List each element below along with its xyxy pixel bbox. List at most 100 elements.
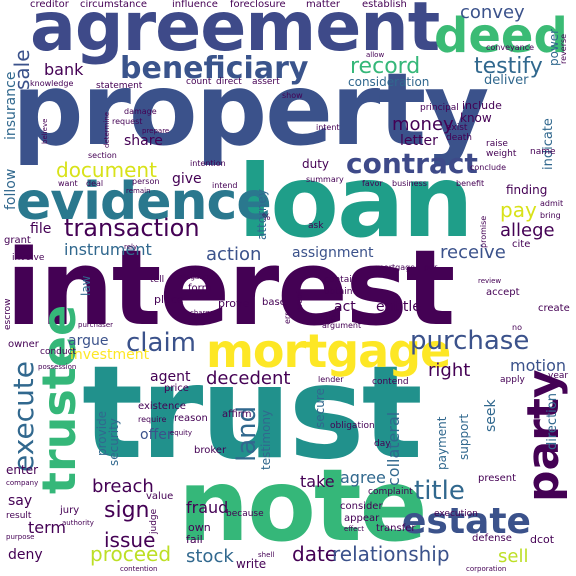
word-agreement: agreement <box>30 0 440 67</box>
word-direction: direction <box>545 393 560 450</box>
word-section: section <box>88 151 117 160</box>
word-claim: claim <box>126 328 197 358</box>
word-principal: principal <box>420 103 459 113</box>
word-convey: convey <box>460 2 525 23</box>
word-knowledge: knowledge <box>30 79 74 88</box>
word-money: money <box>392 114 454 135</box>
word-receive: receive <box>440 242 506 263</box>
word-equity: equity <box>170 429 193 437</box>
word-price: price <box>164 383 189 394</box>
word-security: security <box>107 418 121 466</box>
word-benefit: benefit <box>456 179 485 188</box>
word-contend: contend <box>372 377 409 387</box>
word-purchase: purchase <box>410 326 530 356</box>
word-intention: intention <box>190 159 226 168</box>
word-action: action <box>206 244 262 265</box>
word-act: act <box>334 299 356 315</box>
word-no: no <box>512 323 522 332</box>
word-deal: deal <box>86 179 104 188</box>
word-value: value <box>146 491 174 502</box>
word-proof: proof <box>295 291 304 312</box>
word-pay: pay <box>500 198 537 222</box>
word-execute: execute <box>7 360 40 472</box>
word-assert: assert <box>252 77 280 87</box>
word-offer: offer <box>140 427 173 443</box>
word-say: say <box>8 493 33 509</box>
word-support: support <box>457 413 471 460</box>
word-own: own <box>188 521 211 534</box>
word-contain: contain <box>324 275 358 285</box>
word-take: take <box>300 472 335 491</box>
word-deny: deny <box>8 547 43 563</box>
word-stock: stock <box>186 546 234 567</box>
word-count: count <box>186 77 212 87</box>
word-admit: admit <box>540 199 564 208</box>
word-consideration: consideration <box>348 75 430 89</box>
word-raise: raise <box>486 139 508 149</box>
word-direct: direct <box>216 77 242 87</box>
word-conclude: conclude <box>470 163 507 172</box>
word-obligation: obligation <box>330 421 375 431</box>
word-tell: tell <box>150 275 165 285</box>
word-effect: effect <box>344 525 365 533</box>
word-affirm: affirm <box>222 409 252 420</box>
word-insurance: insurance <box>3 71 19 140</box>
word-finding: finding <box>506 183 548 197</box>
word-interest: interest <box>6 227 455 349</box>
word-mortgage: mortgage <box>206 324 451 378</box>
word-transaction: transaction <box>64 214 200 242</box>
word-issue: issue <box>104 528 156 552</box>
word-authority: authority <box>62 519 94 527</box>
word-breach: breach <box>92 476 154 497</box>
word-apply: apply <box>500 375 525 385</box>
word-company: company <box>6 479 39 487</box>
word-note: note <box>178 447 428 564</box>
word-lender: lender <box>318 375 344 384</box>
word-fail: fail <box>186 533 203 546</box>
word-jury: jury <box>60 505 80 516</box>
word-day: day <box>374 439 391 449</box>
word-summary: summary <box>306 175 344 184</box>
word-believe: believe <box>41 118 49 144</box>
word-provide: provide <box>95 410 109 456</box>
word-record: record <box>350 54 421 79</box>
word-promise: promise <box>479 215 488 248</box>
word-shell: shell <box>258 551 275 559</box>
word-judge: judge <box>149 508 159 534</box>
word-evidence: evidence <box>16 172 272 232</box>
word-deed: deed <box>434 8 568 64</box>
word-owner: owner <box>8 339 39 350</box>
word-intent: intent <box>316 123 340 132</box>
word-charge: charge <box>190 309 215 317</box>
word-appear: appear <box>344 513 380 524</box>
word-term: term <box>28 518 66 537</box>
word-execution: execution <box>434 509 478 519</box>
word-obtain: obtain <box>324 287 353 297</box>
word-sign: sign <box>104 498 150 523</box>
word-statement: statement <box>96 81 143 91</box>
word-payment: payment <box>435 416 449 470</box>
word-loan: loan <box>238 143 474 260</box>
word-purpose: purpose <box>6 533 35 541</box>
word-date: date <box>292 542 338 566</box>
word-determine: determine <box>103 111 111 148</box>
word-establish: establish <box>362 0 407 10</box>
word-complaint: complaint <box>368 487 413 497</box>
word-exist: exist <box>446 123 468 133</box>
word-remain: remain <box>126 187 151 195</box>
word-create: create <box>538 303 570 314</box>
word-title: title <box>414 476 465 506</box>
word-property: property <box>12 51 489 168</box>
word-beneficiary: beneficiary <box>120 51 309 86</box>
word-consider: consider <box>340 501 383 512</box>
word-argue: argue <box>68 333 109 349</box>
word-rule: rule <box>320 313 336 322</box>
word-duty: duty <box>302 157 330 171</box>
word-testimony: testimony <box>259 409 273 470</box>
word-share: share <box>124 133 163 149</box>
word-motion: motion <box>510 356 567 375</box>
word-intend: intend <box>212 181 238 190</box>
word-accept: accept <box>486 287 520 298</box>
word-give: give <box>172 171 202 187</box>
